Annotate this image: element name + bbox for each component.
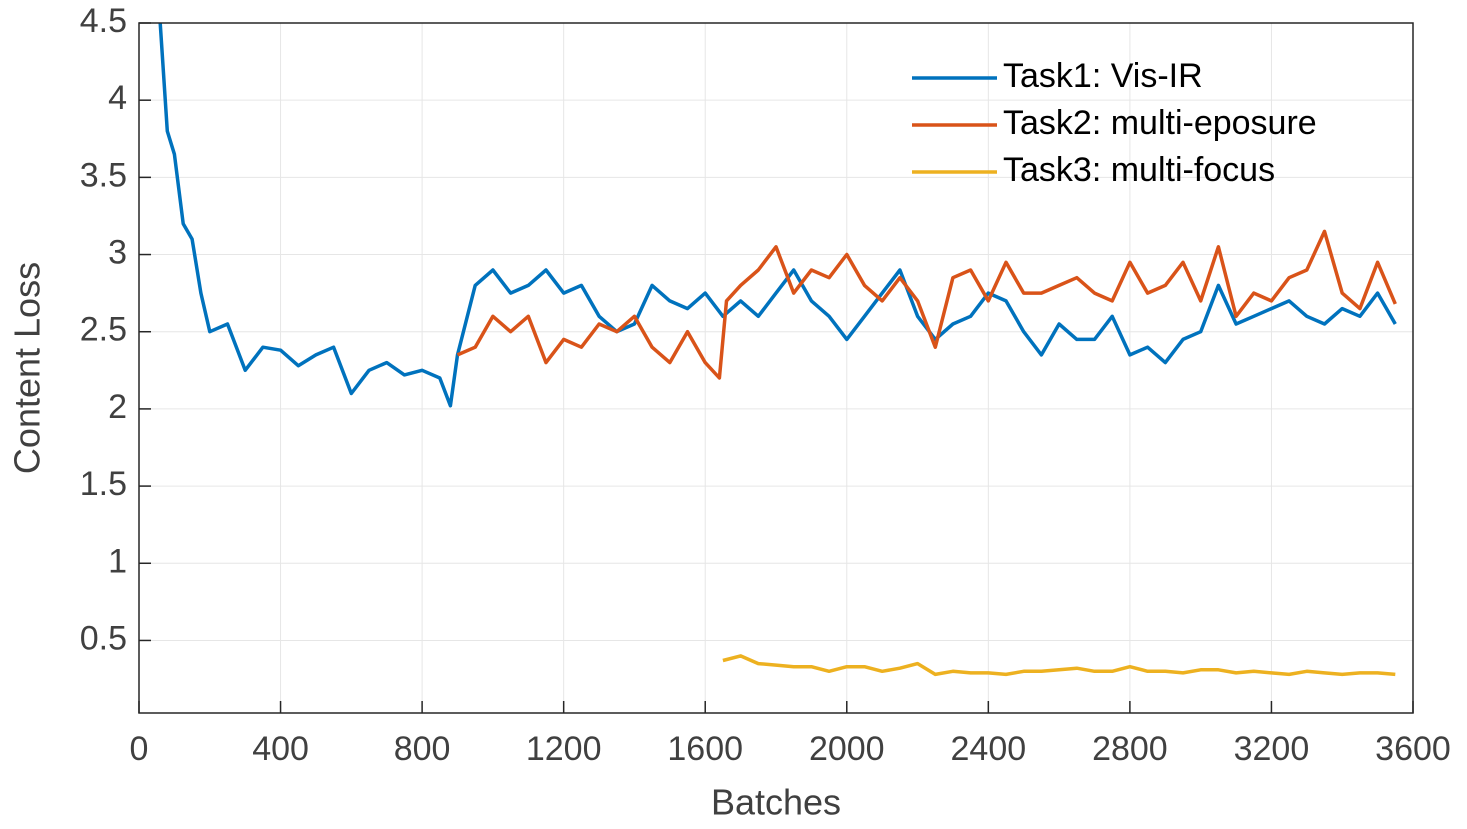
x-tick-label: 2400 <box>951 730 1027 768</box>
y-tick-label: 1 <box>108 542 127 580</box>
x-tick-label: 1200 <box>526 730 602 768</box>
legend-label: Task2: multi-eposure <box>1003 104 1317 142</box>
x-tick-label: 3600 <box>1375 730 1451 768</box>
x-tick-label: 2800 <box>1092 730 1168 768</box>
legend-label: Task3: multi-focus <box>1003 151 1275 189</box>
x-tick-label: 3200 <box>1234 730 1310 768</box>
y-tick-label: 0.5 <box>80 619 127 657</box>
y-tick-label: 4.5 <box>80 2 127 40</box>
y-tick-label: 4 <box>108 79 127 117</box>
lines <box>158 23 1397 677</box>
x-axis-label: Batches <box>711 782 841 823</box>
x-tick-label: 1600 <box>667 730 743 768</box>
series-line <box>456 229 1397 380</box>
y-tick-label: 2.5 <box>80 311 127 349</box>
axes-box <box>138 22 1414 714</box>
y-tick-label: 2 <box>108 388 127 426</box>
x-tick-label: 0 <box>130 730 149 768</box>
series-line <box>158 23 1397 408</box>
x-tick-label: 400 <box>252 730 309 768</box>
plot-area <box>139 23 1413 713</box>
y-axis-label: Content Loss <box>7 262 48 474</box>
y-tick-label: 1.5 <box>80 465 127 503</box>
legend: Task1: Vis-IR Task2: multi-eposure Task3: … <box>912 57 1317 189</box>
x-tick-label: 2000 <box>809 730 885 768</box>
x-tick-label: 800 <box>394 730 451 768</box>
labels: 0 400 800 1200 1600 2000 2400 2800 3200 3600 0.5 1 1… <box>80 2 1451 768</box>
y-tick-label: 3.5 <box>80 156 127 194</box>
series-line <box>722 654 1396 677</box>
y-tick-label: 3 <box>108 234 127 272</box>
legend-label: Task1: Vis-IR <box>1003 57 1203 95</box>
